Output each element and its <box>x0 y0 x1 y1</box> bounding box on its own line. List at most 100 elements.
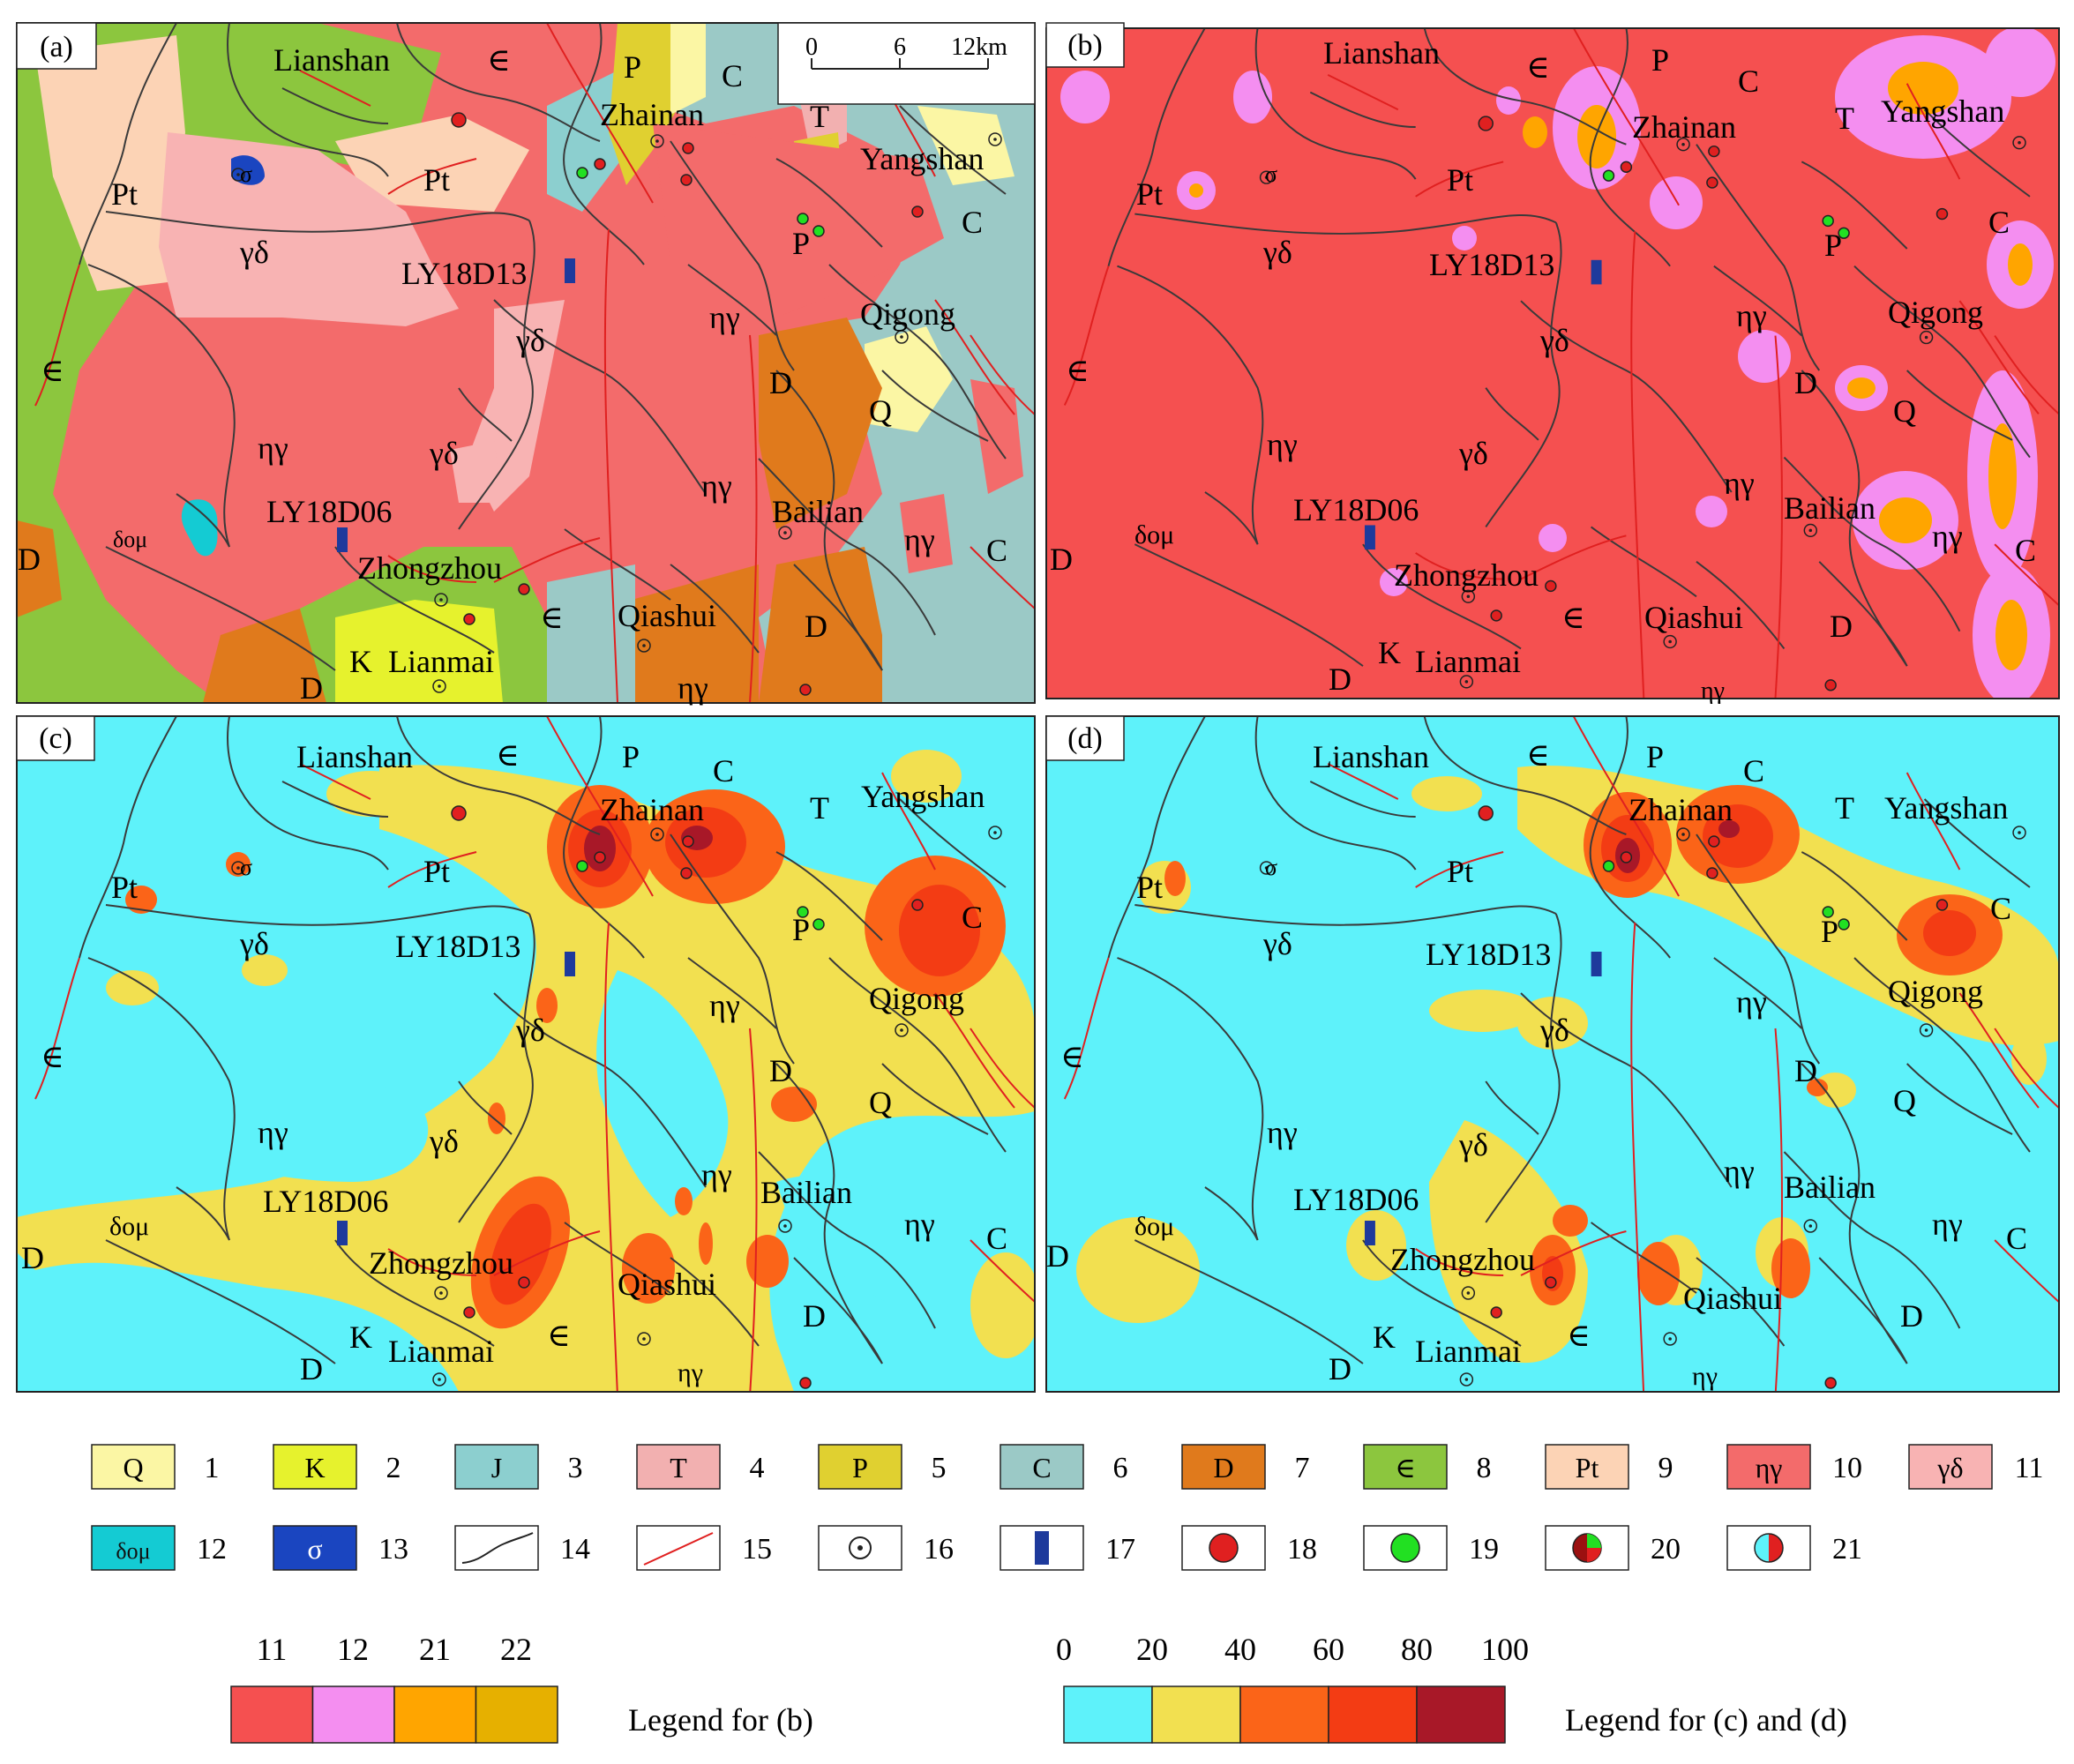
d-unit-gamma-delta: γδ <box>1262 926 1292 961</box>
label-zhainan: Zhainan <box>600 97 704 132</box>
unit-pt-2: Pt <box>423 162 450 198</box>
d-unit-cam-3: ∈ <box>1567 1318 1591 1353</box>
legend-number-5: 5 <box>932 1452 947 1484</box>
b-label-lianshan: Lianshan <box>1323 35 1440 71</box>
legend-number-7: 7 <box>1295 1452 1310 1484</box>
legend-number-11: 11 <box>2015 1452 2044 1484</box>
b-unit-pt: Pt <box>1136 176 1163 212</box>
legend-swatch-6 <box>1000 1444 1084 1490</box>
delta-o-mu-unit-area <box>181 499 218 557</box>
panel-c-cyan-holes <box>159 970 955 1323</box>
sigma-unit-area <box>231 155 265 185</box>
b-unit-c-3: C <box>2015 533 2036 568</box>
unit-cam-2: ∈ <box>41 353 64 388</box>
c-unit-p-2: P <box>792 912 810 947</box>
legend-item-12: δομ 12 <box>91 1525 227 1571</box>
legend-number-4: 4 <box>750 1452 765 1484</box>
d-unit-d: D <box>1046 1238 1069 1274</box>
scale-tick-0: 0 <box>805 34 818 61</box>
legend-item-16: 16 <box>818 1525 954 1571</box>
unit-gamma-delta-3: γδ <box>429 436 459 471</box>
q-unit-area-east <box>917 106 1015 185</box>
unit-c: C <box>722 58 743 93</box>
scale-tick-12km: 12km <box>951 34 1007 61</box>
c-unit-delta-o-mu: δομ <box>109 1212 149 1241</box>
d-unit-eta-gamma-5: ηγ <box>1692 1362 1718 1391</box>
legend-code-9: Pt <box>1576 1452 1599 1484</box>
legend-item-21: 21 <box>1726 1525 1862 1571</box>
c-unit-d-4: D <box>803 1298 826 1334</box>
c-unit-t: T <box>810 790 829 826</box>
legend-cd-tick-20: 20 <box>1136 1632 1168 1667</box>
d-unit-gamma-delta-3: γδ <box>1458 1127 1488 1162</box>
legend-code-1: Q <box>123 1452 143 1484</box>
b-unit-t: T <box>1835 101 1854 136</box>
legend-swatch-2 <box>273 1444 357 1490</box>
b-unit-eta-gamma-3: ηγ <box>1724 466 1755 501</box>
legend-number-12: 12 <box>197 1533 227 1566</box>
d-unit-p-2: P <box>1821 914 1838 949</box>
d-unit-eta-gamma: ηγ <box>1267 1115 1298 1150</box>
unit-eta-gamma-2: ηγ <box>709 300 740 335</box>
d-label-qiashui: Qiashui <box>1683 1281 1782 1316</box>
legend-number-17: 17 <box>1105 1533 1135 1566</box>
b-unit-d-4: D <box>1830 609 1853 644</box>
c-unit-pt: Pt <box>111 870 138 905</box>
legend-swatch-8 <box>1363 1444 1448 1490</box>
legend-number-9: 9 <box>1658 1452 1673 1484</box>
unit-d-2: D <box>300 670 323 706</box>
b-unit-delta-o-mu: δομ <box>1134 520 1174 549</box>
legend-cd-caption: Legend for (c) and (d) <box>1565 1702 1847 1738</box>
label-lianshan: Lianshan <box>273 42 390 78</box>
legend-cd-tick-60: 60 <box>1313 1632 1344 1667</box>
legend-cd: 0 20 40 60 80 100 Legend for (c) and (d) <box>1056 1632 1847 1744</box>
legend-number-6: 6 <box>1113 1452 1128 1484</box>
legend-swatch-12 <box>91 1525 176 1571</box>
unit-sigma: σ <box>240 161 252 187</box>
c-unit-eta-gamma-4: ηγ <box>904 1207 935 1242</box>
b-unit-eta-gamma: ηγ <box>1267 427 1298 462</box>
c-unit-d-3: D <box>769 1053 792 1088</box>
label-yangshan: Yangshan <box>860 141 984 176</box>
panel-b-letter: (b) <box>1067 29 1103 62</box>
panel-b: (b) Lianshan Zhainan Yangshan Qigong Bai… <box>1045 22 2060 705</box>
legend-cd-swatch-0-20 <box>1063 1686 1153 1744</box>
d-unit-p: P <box>1646 739 1664 774</box>
d-unit-cam: ∈ <box>1526 737 1550 773</box>
legend-swatch-4 <box>636 1444 721 1490</box>
red-dot-icon <box>1209 1533 1239 1563</box>
c-unit-c-2: C <box>962 900 983 935</box>
legend-code-8: ∈ <box>1395 1452 1416 1484</box>
pt-unit-area-2 <box>335 115 529 212</box>
d-label-ly18d13: LY18D13 <box>1426 937 1551 972</box>
b-unit-gamma-delta-2: γδ <box>1539 323 1569 358</box>
legend-b-swatch-21 <box>393 1686 477 1744</box>
b-unit-d-3: D <box>1794 365 1817 400</box>
panel-a-letter: (a) <box>40 31 73 64</box>
c-unit-cam-2: ∈ <box>41 1039 64 1074</box>
legend-code-7: D <box>1213 1452 1233 1484</box>
unit-delta-o-mu: δομ <box>113 527 147 552</box>
d-unit-q: Q <box>1893 1083 1916 1118</box>
legend-cd-tick-0: 0 <box>1056 1632 1072 1667</box>
c-label-ly18d06: LY18D06 <box>263 1184 388 1219</box>
label-qigong: Qigong <box>860 296 955 332</box>
legend-number-3: 3 <box>568 1452 583 1484</box>
c-unit-d-2: D <box>300 1351 323 1387</box>
legend-number-14: 14 <box>560 1533 590 1566</box>
d-unit-d-2: D <box>1329 1351 1351 1387</box>
d-unit-eta-gamma-2: ηγ <box>1736 984 1767 1020</box>
c-unit-eta-gamma-3: ηγ <box>701 1157 732 1192</box>
b-unit-k: K <box>1378 635 1401 670</box>
c-unit-gamma-delta-2: γδ <box>515 1013 545 1048</box>
legend-number-8: 8 <box>1477 1452 1492 1484</box>
unit-c-2: C <box>962 205 983 240</box>
legend-cd-swatch-40-60 <box>1239 1686 1329 1744</box>
d-unit-area-southeast <box>759 547 882 703</box>
legend-item-8: ∈ 8 <box>1363 1444 1492 1490</box>
unit-p-2: P <box>792 226 810 261</box>
panel-c-letter: (c) <box>39 722 72 755</box>
